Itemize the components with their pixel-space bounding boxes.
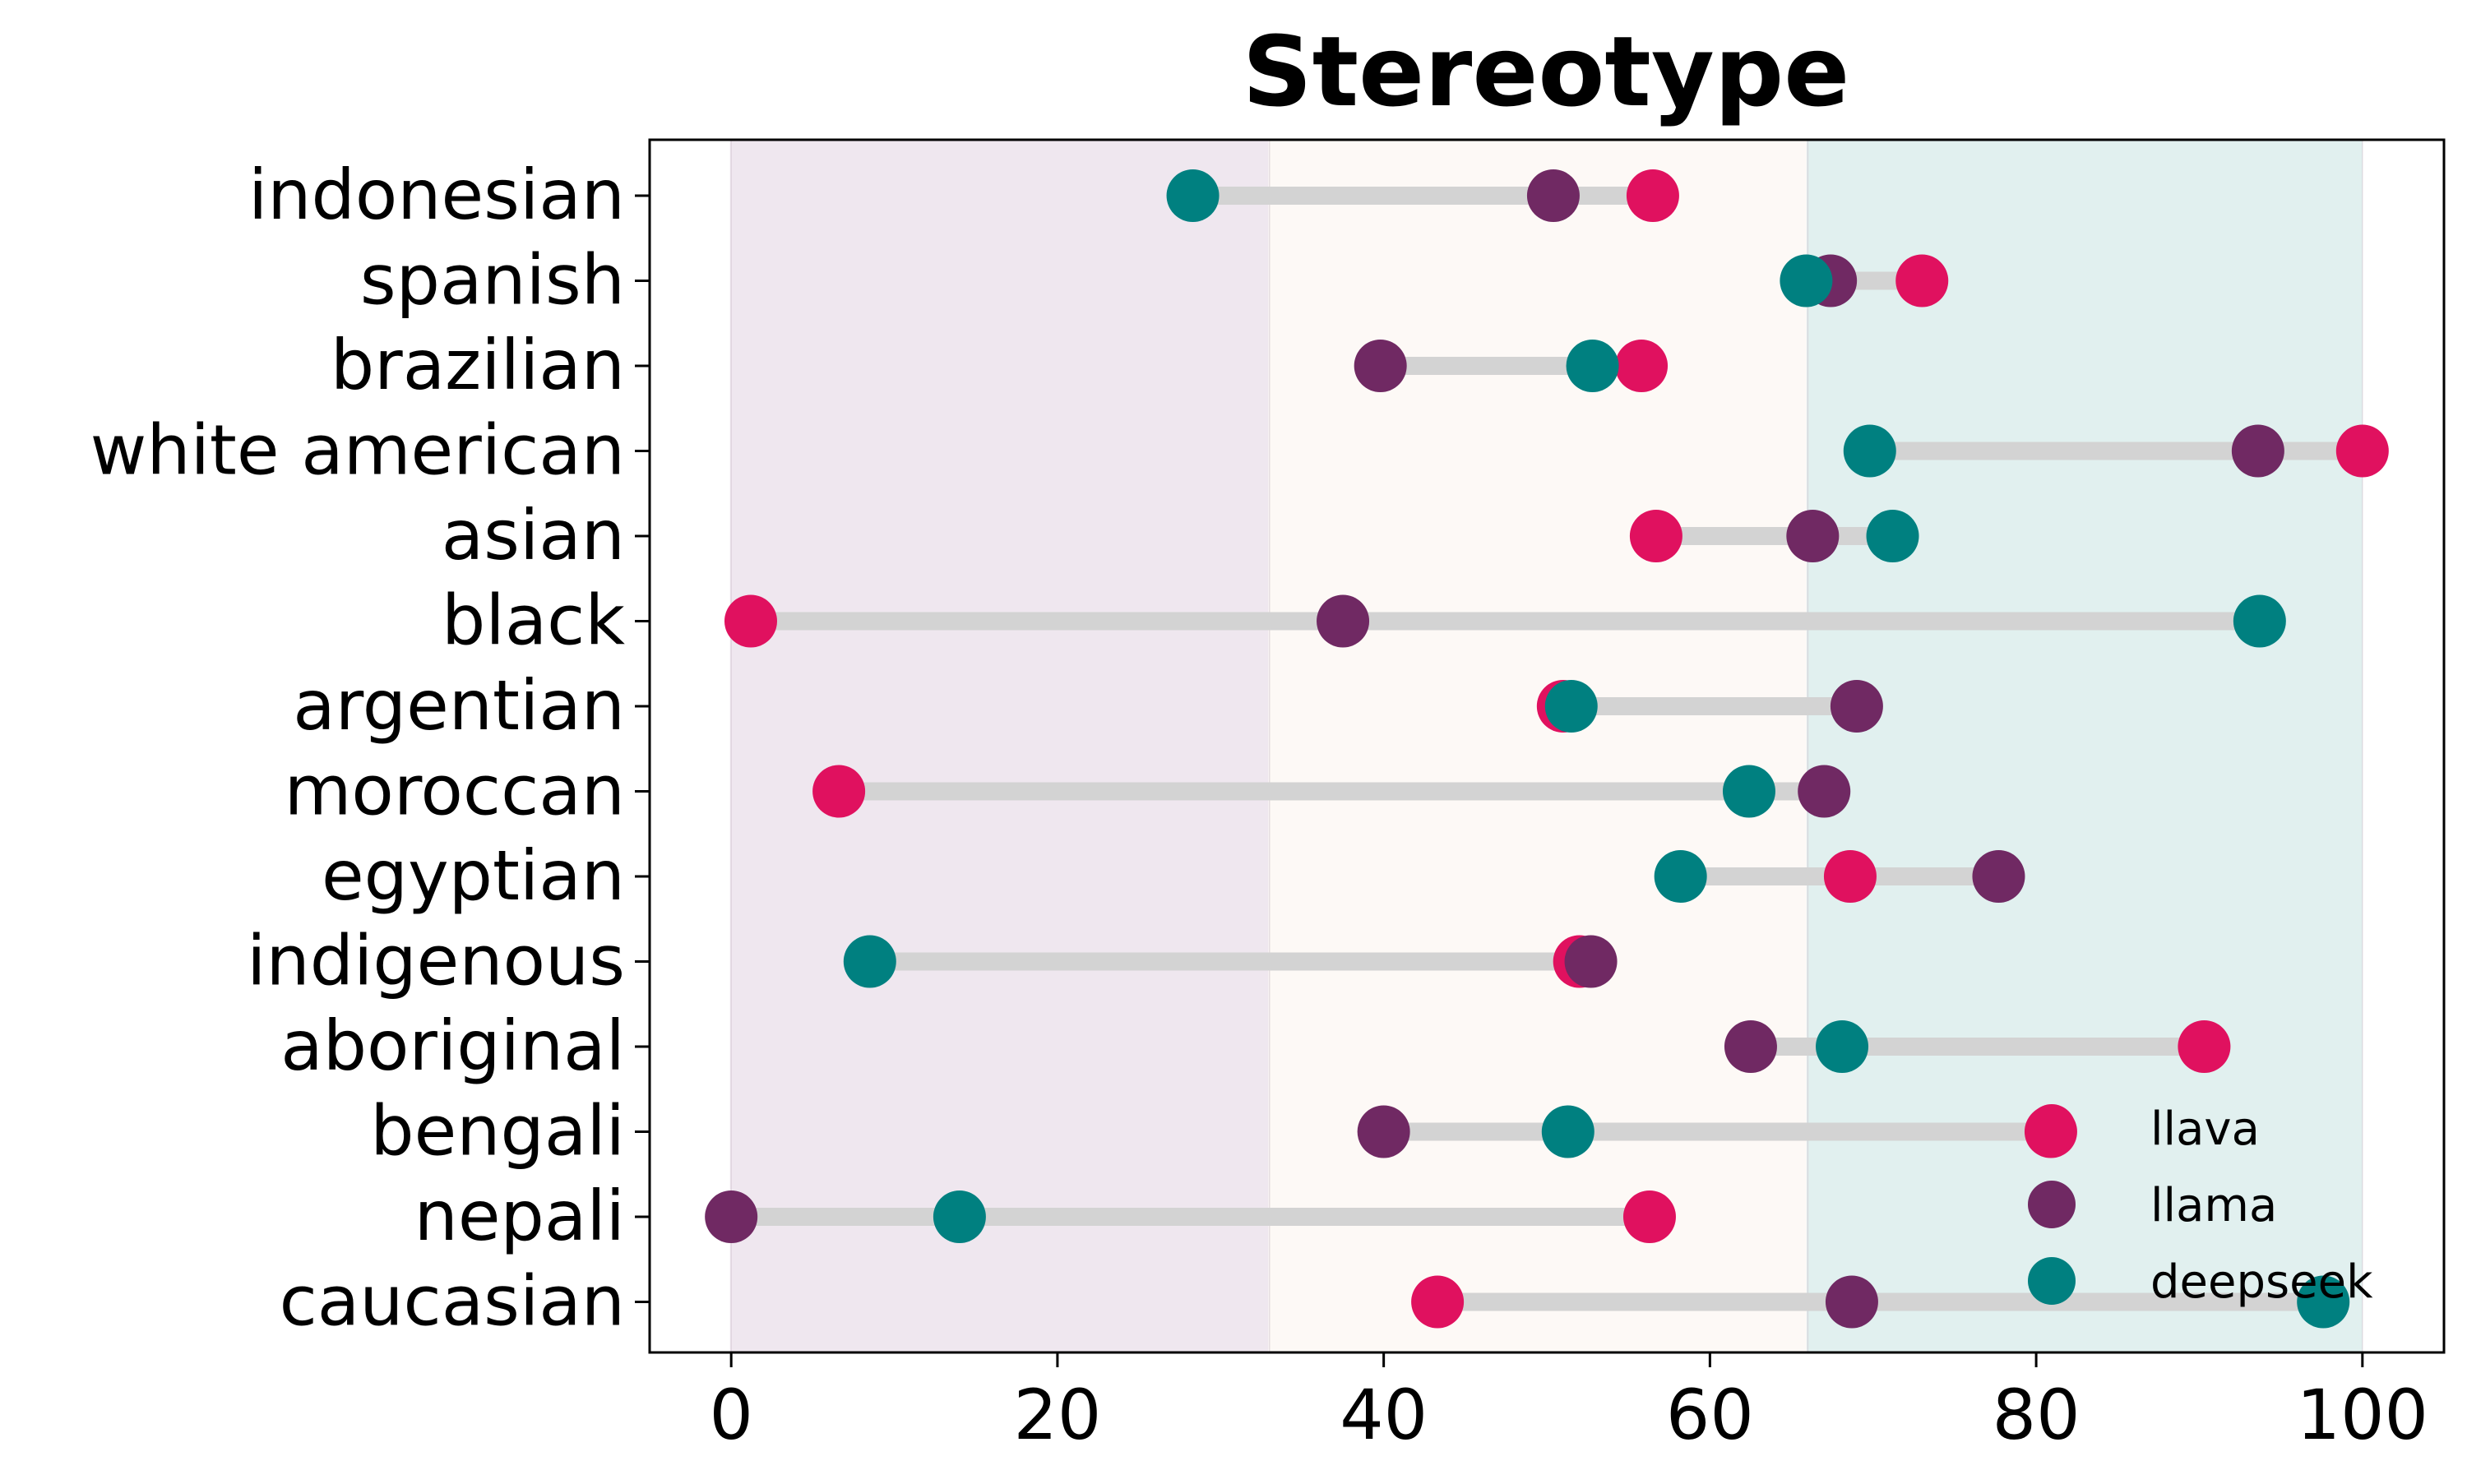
point-deepseek-indonesian	[1166, 169, 1220, 222]
connector-lines	[731, 187, 2363, 1311]
point-deepseek-asian	[1866, 510, 1919, 562]
point-llava-black	[724, 594, 777, 648]
point-deepseek-nepali	[933, 1190, 986, 1243]
point-llama-argentian	[1830, 680, 1883, 733]
point-llama-moroccan	[1798, 765, 1851, 818]
x-axis: 0 20 40 60 80 100	[709, 1352, 2428, 1455]
point-llava-moroccan	[812, 765, 866, 818]
band-0	[731, 140, 1270, 1352]
point-llama-black	[1317, 594, 1370, 648]
chart-title: Stereotype	[1243, 15, 1850, 128]
point-llava-aboriginal	[2178, 1020, 2231, 1073]
ytick-label-indonesian: indonesian	[248, 155, 625, 235]
ytick-label-brazilian: brazilian	[331, 325, 625, 405]
point-llama-brazilian	[1354, 340, 1407, 392]
ytick-label-moroccan: moroccan	[285, 751, 625, 831]
xtick-label-60: 60	[1666, 1375, 1754, 1455]
ytick-label-egyptian: egyptian	[322, 835, 625, 916]
point-llava-egyptian	[1823, 850, 1877, 903]
point-deepseek-bengali	[1541, 1105, 1595, 1158]
point-deepseek-argentian	[1544, 680, 1598, 733]
point-deepseek-egyptian	[1654, 850, 1707, 903]
point-llava-caucasian	[1411, 1275, 1465, 1329]
point-llama-white-american	[2231, 424, 2284, 478]
legend-label-deepseek: deepseek	[2150, 1255, 2373, 1309]
point-deepseek-caucasian	[2297, 1275, 2350, 1329]
ytick-label-bengali: bengali	[370, 1091, 625, 1172]
ytick-label-black: black	[442, 580, 625, 661]
point-deepseek-black	[2233, 594, 2286, 648]
band-2	[1807, 140, 2363, 1352]
xtick-label-80: 80	[1993, 1375, 2081, 1455]
background-bands	[729, 140, 2363, 1352]
xtick-label-0: 0	[709, 1375, 752, 1455]
point-deepseek-spanish	[1780, 254, 1833, 307]
point-llama-nepali	[705, 1190, 758, 1243]
xtick-label-100: 100	[2297, 1375, 2428, 1455]
point-deepseek-indigenous	[843, 935, 896, 988]
legend-label-llama: llama	[2150, 1179, 2277, 1232]
point-llava-indonesian	[1626, 169, 1679, 222]
point-llama-indigenous	[1564, 935, 1618, 988]
point-llama-indonesian	[1526, 169, 1580, 222]
band-1	[1269, 140, 1808, 1352]
legend-label-llava: llava	[2150, 1103, 2260, 1156]
point-llama-bengali	[1357, 1105, 1410, 1158]
point-llama-aboriginal	[1724, 1020, 1777, 1073]
point-deepseek-white-american	[1843, 424, 1896, 478]
legend: llava llama deepseek	[2028, 1103, 2373, 1309]
point-llama-asian	[1786, 510, 1840, 562]
point-llava-brazilian	[1615, 340, 1669, 392]
ytick-label-nepali: nepali	[414, 1176, 625, 1256]
ytick-label-spanish: spanish	[360, 240, 625, 321]
point-deepseek-moroccan	[1722, 765, 1775, 818]
xtick-label-40: 40	[1340, 1375, 1428, 1455]
ytick-label-aboriginal: aboriginal	[280, 1006, 625, 1086]
ytick-label-indigenous: indigenous	[247, 921, 625, 1001]
point-llava-white-american	[2335, 424, 2389, 478]
xtick-label-20: 20	[1013, 1375, 1101, 1455]
point-deepseek-aboriginal	[1816, 1020, 1869, 1073]
legend-marker-llama	[2028, 1181, 2076, 1228]
point-llama-caucasian	[1825, 1275, 1878, 1329]
point-llava-nepali	[1622, 1190, 1676, 1243]
data-points	[705, 169, 2389, 1329]
point-llava-spanish	[1895, 254, 1949, 307]
ytick-label-argentian: argentian	[293, 665, 625, 746]
ytick-label-white-american: white american	[90, 410, 625, 491]
point-llava-asian	[1629, 510, 1682, 562]
ytick-label-caucasian: caucasian	[280, 1261, 625, 1342]
ytick-label-asian: asian	[442, 495, 625, 576]
legend-marker-llava	[2028, 1104, 2076, 1152]
plot-frame	[648, 138, 2446, 1354]
point-llama-egyptian	[1972, 850, 2025, 903]
legend-marker-deepseek	[2028, 1257, 2076, 1305]
point-deepseek-brazilian	[1566, 340, 1619, 392]
